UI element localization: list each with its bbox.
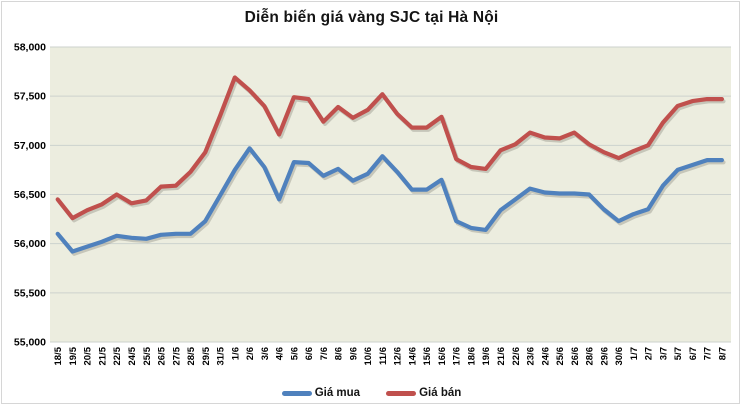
x-tick-label: 22/5: [112, 346, 123, 365]
x-tick-label: 6/6: [304, 347, 315, 360]
legend-label-gia-ban: Giá bán: [419, 387, 462, 399]
x-tick-label: 29/5: [201, 346, 212, 365]
x-tick-label: 5/6: [289, 347, 300, 360]
x-tick-label: 23/6: [526, 347, 537, 366]
x-tick-label: 26/6: [570, 347, 581, 366]
legend-label-gia-mua: Giá mua: [314, 387, 361, 399]
x-tick-label: 7/6: [319, 347, 330, 360]
x-tick-label: 11/6: [378, 347, 389, 365]
x-tick-label: 24/6: [540, 347, 551, 366]
y-tick-label: 57,000: [14, 140, 46, 152]
x-tick-label: 17/6: [452, 347, 463, 366]
x-tick-label: 7/7: [703, 347, 714, 360]
sell-line-swatch-icon: [386, 390, 417, 396]
x-tick-label: 8/7: [717, 347, 728, 360]
x-tick-label: 8/6: [334, 347, 345, 360]
x-tick-label: 25/5: [142, 346, 153, 365]
legend: Giá mua Giá bán: [0, 384, 743, 402]
x-tick-label: 28/6: [585, 347, 596, 366]
y-tick-label: 55,500: [14, 287, 46, 299]
x-tick-label: 31/5: [216, 346, 227, 365]
legend-item-gia-ban: Giá bán: [386, 387, 461, 399]
x-tick-label: 5/7: [673, 347, 684, 360]
x-tick-label: 15/6: [422, 347, 433, 366]
x-tick-label: 1/6: [230, 347, 241, 360]
x-tick-label: 25/6: [555, 347, 566, 366]
x-tick-label: 4/6: [275, 347, 286, 360]
chart-title: Diễn biến giá vàng SJC tại Hà Nội: [244, 9, 499, 26]
x-tick-label: 9/6: [348, 347, 359, 360]
x-tick-label: 21/5: [97, 346, 108, 365]
x-tick-label: 3/7: [658, 347, 669, 360]
legend-item-gia-mua: Giá mua: [281, 387, 361, 399]
x-tick-label: 24/5: [127, 346, 138, 365]
x-tick-label: 16/6: [437, 347, 448, 366]
sell-price-line: [55, 75, 725, 221]
x-tick-label: 19/6: [481, 347, 492, 366]
x-tick-label: 14/6: [407, 347, 418, 366]
x-tick-label: 10/6: [363, 347, 374, 366]
y-tick-label: 56,500: [14, 189, 46, 201]
buy-line-swatch-icon: [281, 390, 312, 396]
x-tick-label: 18/5: [53, 346, 64, 365]
x-tick-label: 30/6: [614, 347, 625, 366]
y-tick-label: 55,000: [14, 337, 46, 349]
x-tick-label: 29/6: [599, 347, 610, 366]
x-tick-label: 18/6: [466, 347, 477, 366]
y-tick-label: 58,000: [14, 42, 46, 54]
x-tick-label: 20/5: [83, 346, 94, 365]
x-tick-label: 19/5: [68, 346, 79, 365]
y-tick-label: 57,500: [14, 91, 46, 103]
x-tick-label: 12/6: [393, 347, 404, 366]
x-tick-label: 6/7: [688, 347, 699, 360]
x-tick-label: 3/6: [260, 347, 271, 360]
y-tick-label: 56,000: [14, 238, 46, 250]
x-tick-label: 1/7: [629, 347, 640, 360]
x-tick-label: 22/6: [511, 347, 522, 366]
x-tick-label: 2/6: [245, 347, 256, 360]
x-tick-label: 21/6: [496, 347, 507, 366]
buy-price-line: [55, 146, 725, 254]
x-tick-label: 28/5: [186, 346, 197, 365]
x-tick-label: 27/5: [171, 346, 182, 365]
x-tick-label: 2/7: [644, 347, 655, 360]
x-tick-label: 26/5: [157, 346, 168, 365]
